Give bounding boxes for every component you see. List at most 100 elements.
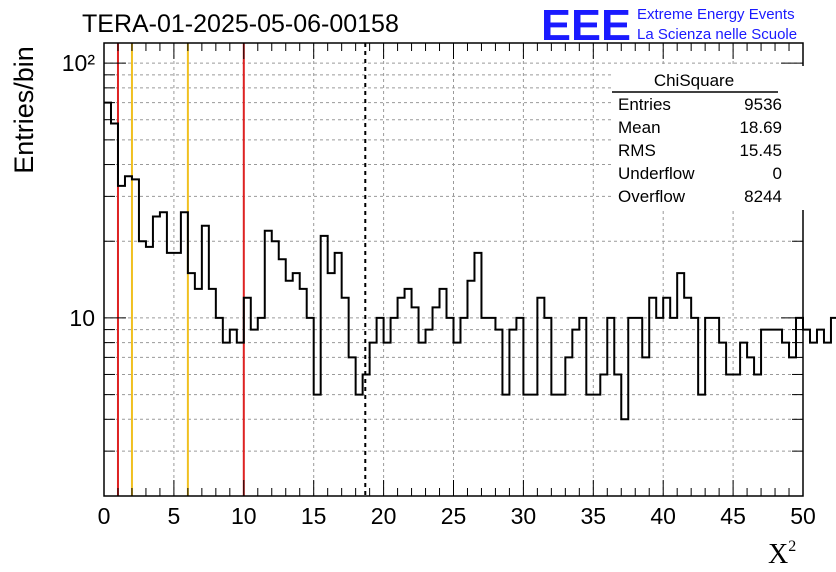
histogram-bin (677, 273, 684, 496)
stats-label: Entries (618, 95, 671, 114)
histogram-bin (118, 186, 125, 496)
histogram-bin (817, 330, 824, 496)
histogram-bin (167, 253, 174, 496)
histogram-bin (195, 289, 202, 496)
histogram-bin (356, 395, 363, 496)
histogram-bin (426, 330, 433, 496)
x-tick-label: 5 (168, 503, 181, 529)
histogram-bin (188, 273, 195, 496)
histogram-bin (768, 330, 775, 496)
eee-logo: EEE Extreme Energy Events La Scienza nel… (541, 1, 797, 50)
histogram-bin (530, 395, 537, 496)
histogram-bin (495, 330, 502, 496)
histogram-bin (111, 123, 118, 496)
histogram-bin (202, 226, 209, 496)
histogram-bin (237, 343, 244, 496)
histogram-bin (293, 273, 300, 496)
histogram-bin (153, 217, 160, 496)
x-axis-label: X2 (768, 538, 796, 570)
histogram-bin (125, 176, 132, 496)
histogram-bin (726, 374, 733, 496)
histogram-bin (803, 330, 810, 496)
stats-title: ChiSquare (654, 71, 734, 90)
x-tick-label: 35 (581, 503, 607, 529)
histogram-bin (300, 289, 307, 496)
histogram-bin (447, 318, 454, 496)
histogram-bin (502, 395, 509, 496)
histogram-bin (733, 374, 740, 496)
histogram-bin (810, 343, 817, 496)
histogram-bin (516, 318, 523, 496)
stats-label: Overflow (618, 187, 686, 206)
histogram-bin (607, 318, 614, 496)
histogram-bin (488, 318, 495, 496)
histogram-bin (740, 343, 747, 496)
histogram-bin (454, 343, 461, 496)
histogram-bin (621, 419, 628, 496)
histogram-bin (279, 259, 286, 496)
histogram-bin (335, 253, 342, 496)
histogram-bin (405, 289, 412, 496)
histogram-bin (244, 298, 251, 496)
x-tick-label: 40 (650, 503, 676, 529)
histogram-bin (537, 298, 544, 496)
histogram-bin (565, 357, 572, 496)
histogram-bin (265, 231, 272, 496)
histogram-bin (440, 289, 447, 496)
histogram-bin (649, 298, 656, 496)
logo-line-1: Extreme Energy Events (637, 6, 795, 23)
x-tick-label: 30 (511, 503, 537, 529)
histogram-bin (663, 298, 670, 496)
histogram-bin (670, 318, 677, 496)
histogram-bin (258, 318, 265, 496)
histogram-bin (712, 318, 719, 496)
histogram-bin (824, 343, 831, 496)
histogram-bin (104, 103, 111, 496)
histogram-bin (775, 330, 782, 496)
histogram-bin (719, 343, 726, 496)
histogram-bin (286, 281, 293, 496)
histogram (104, 101, 836, 496)
histogram-bin (523, 395, 530, 496)
histogram-bin (467, 281, 474, 496)
histogram-bin (754, 374, 761, 496)
histogram-bin (181, 212, 188, 496)
histogram-bin (789, 357, 796, 496)
histogram-bin (586, 395, 593, 496)
histogram-bin (412, 307, 419, 496)
x-tick-label: 25 (441, 503, 467, 529)
y-tick-label: 10² (62, 50, 96, 76)
stats-label: RMS (618, 141, 656, 160)
y-axis-label: Entries/bin (9, 46, 39, 174)
histogram-bin (363, 374, 370, 496)
histogram-bin (349, 357, 356, 496)
histogram-bin (831, 318, 836, 496)
stats-rows: Entries 9536 Mean 18.69 RMS 15.45 Underflow 0 Ov… (618, 95, 782, 206)
histogram-bin (761, 330, 768, 496)
histogram-outline (104, 101, 836, 421)
histogram-bin (433, 307, 440, 496)
histogram-bin (747, 357, 754, 496)
histogram-bin (398, 298, 405, 496)
histogram-bin (551, 395, 558, 496)
histogram-bin (230, 330, 237, 496)
logo-mark: EEE (541, 1, 631, 50)
histogram-bin (251, 330, 258, 496)
histogram-bin (146, 247, 153, 496)
histogram-bin (209, 289, 216, 496)
histogram-bin (160, 212, 167, 496)
x-tick-label: 15 (301, 503, 327, 529)
stats-value: 0 (773, 164, 782, 183)
histogram-bin (698, 395, 705, 496)
histogram-bin (272, 241, 279, 496)
stats-label: Underflow (618, 164, 695, 183)
histogram-bin (572, 330, 579, 496)
logo-line-2: La Scienza nelle Scuole (637, 26, 797, 43)
histogram-bin (635, 318, 642, 496)
stats-value: 18.69 (739, 118, 782, 137)
histogram-bin (600, 374, 607, 496)
histogram-bin (391, 318, 398, 496)
histogram-bin (342, 298, 349, 496)
histogram-bin (474, 253, 481, 496)
